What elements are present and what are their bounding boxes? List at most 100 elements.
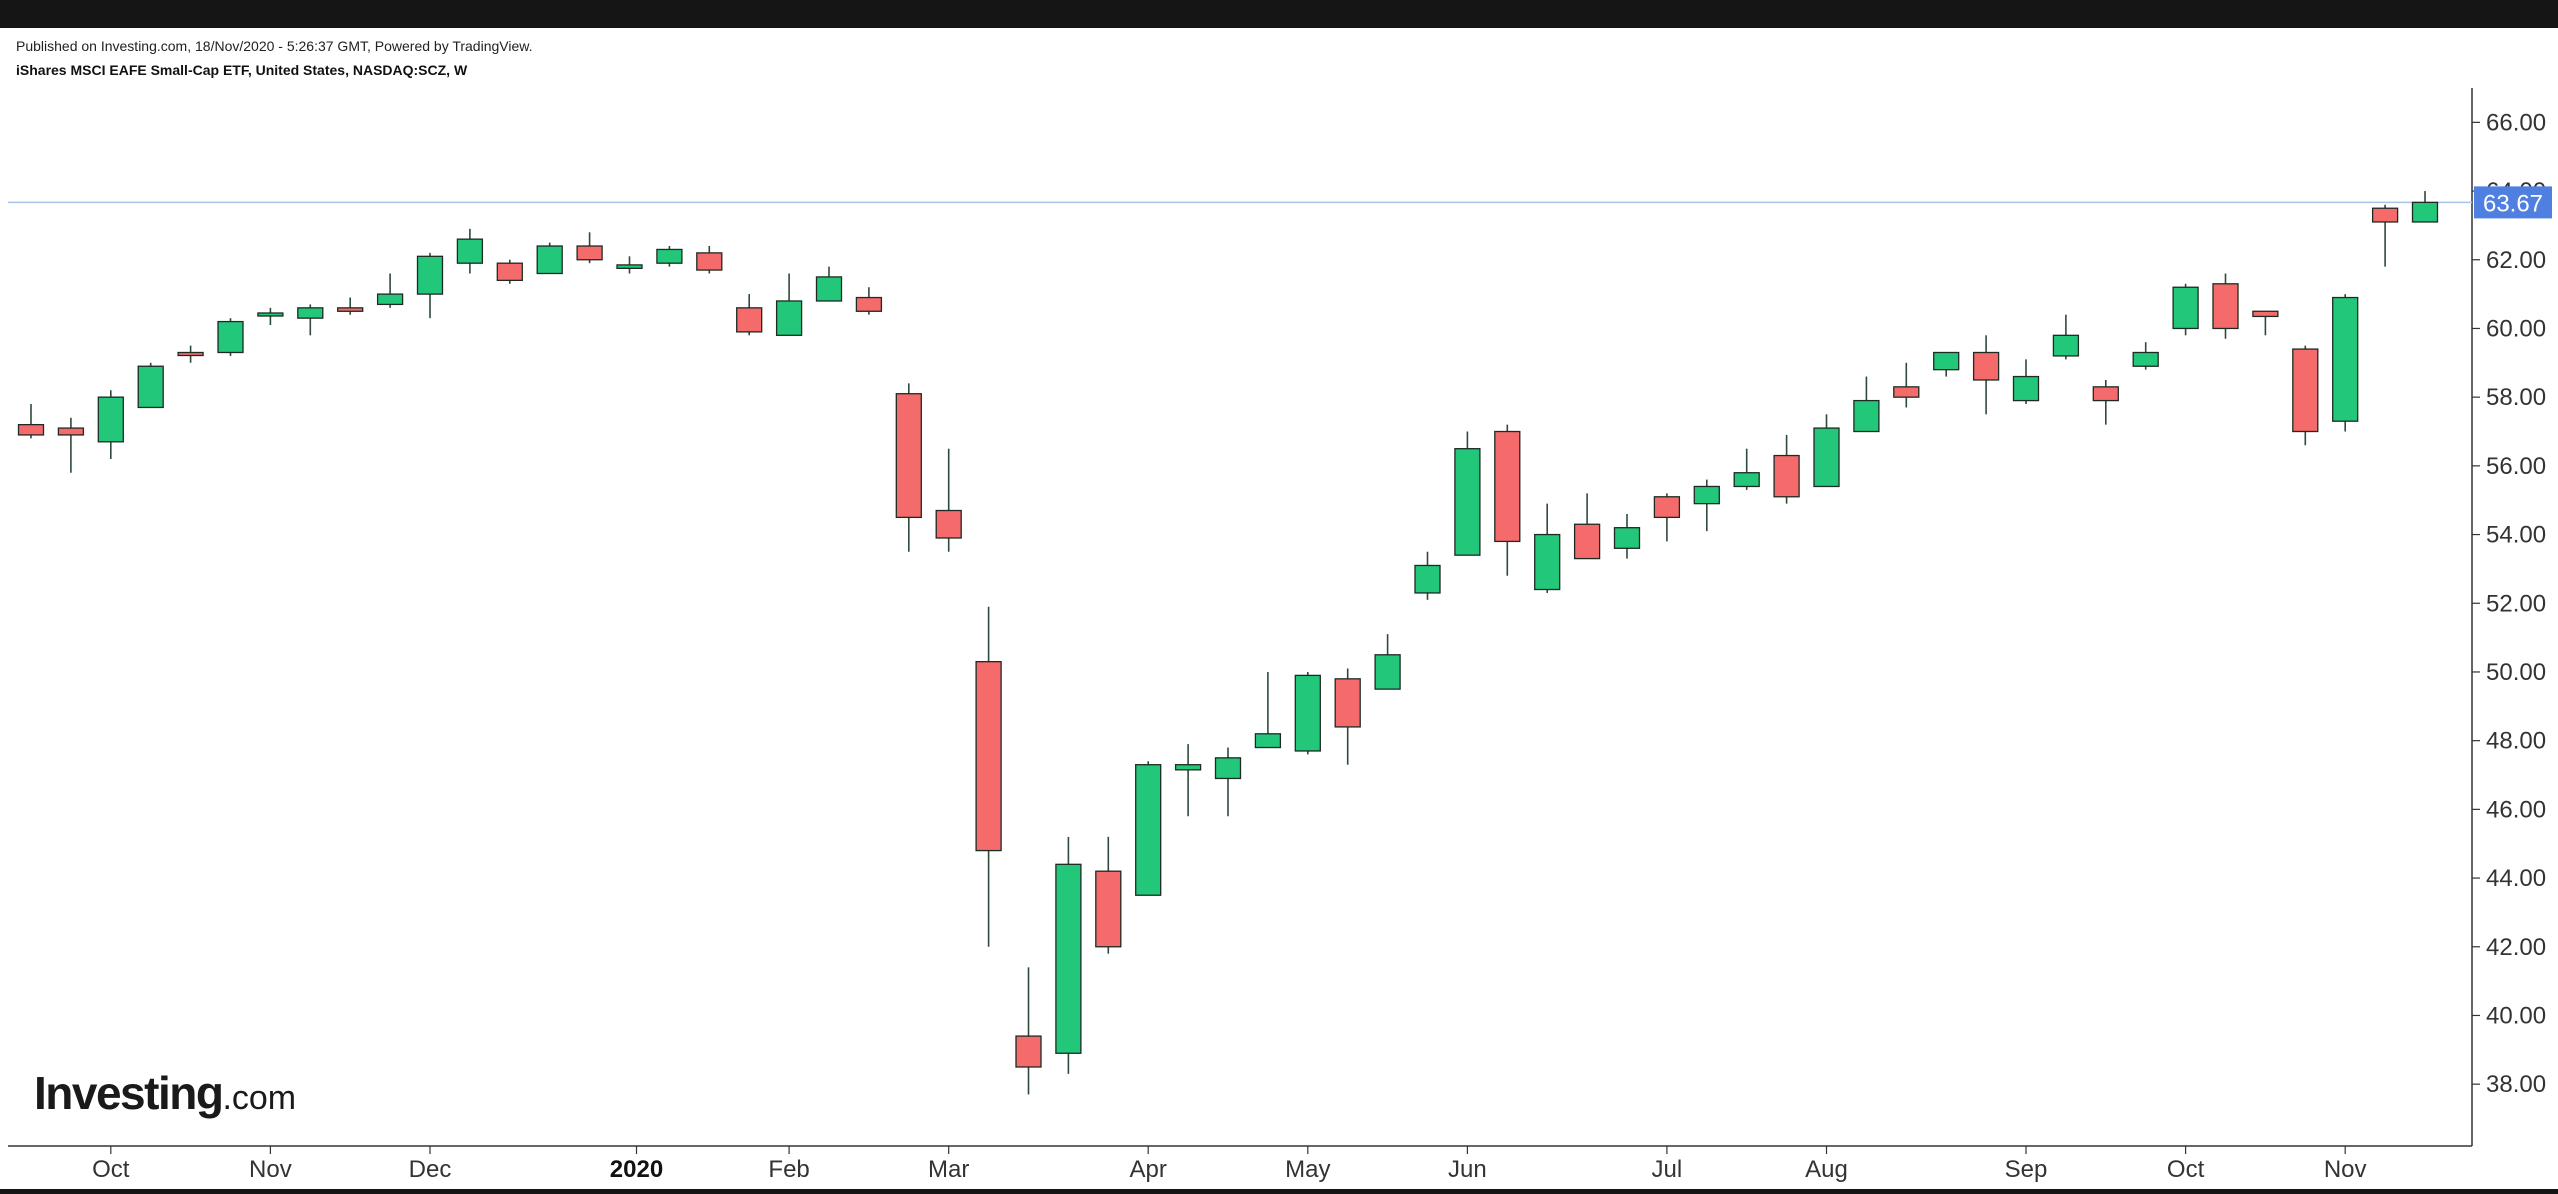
candle[interactable] [2132,342,2159,370]
candle-body [1733,472,1760,488]
candle-body [775,300,803,336]
symbol-title: iShares MSCI EAFE Small-Cap ETF, United … [16,62,468,78]
x-tick-label: Jun [1448,1156,1487,1183]
candle[interactable] [496,259,523,284]
candle[interactable] [855,287,883,315]
candle[interactable] [1494,424,1521,576]
candle[interactable] [815,266,843,302]
candle[interactable] [297,304,324,336]
candle[interactable] [2212,273,2239,339]
y-tick-label: 56.00 [2486,453,2546,480]
candle-body [2132,351,2159,367]
candle-body [1693,485,1720,505]
candle[interactable] [2332,294,2359,432]
candle[interactable] [1374,634,1401,690]
candle[interactable] [1454,431,1481,556]
candle-body [736,307,763,333]
candle[interactable] [2371,204,2399,267]
candle[interactable] [416,252,444,319]
candle[interactable] [1893,362,1920,408]
investing-logo: Investing.com [34,1066,296,1120]
candle-body [97,396,124,443]
candle-body [1254,733,1282,749]
x-tick-label: Nov [249,1156,292,1183]
candle[interactable] [1174,744,1202,817]
candle[interactable] [1693,479,1720,532]
candle[interactable] [97,390,124,459]
x-tick-label: Apr [1130,1156,1167,1183]
candle-body [1494,430,1521,543]
candle[interactable] [1933,351,1960,377]
candle[interactable] [1813,414,1840,488]
candle[interactable] [696,246,723,274]
candle[interactable] [975,606,1002,947]
candle[interactable] [895,383,922,552]
candle[interactable] [2292,345,2319,446]
candle[interactable] [1972,335,2000,415]
candle[interactable] [217,318,244,356]
y-tick-label: 46.00 [2486,796,2546,823]
x-tick-label: 2020 [610,1156,663,1183]
candle[interactable] [2411,191,2439,223]
candle[interactable] [1653,493,1681,542]
candle[interactable] [1135,761,1162,896]
candle-body [496,262,523,282]
y-tick-label: 48.00 [2486,728,2546,755]
candle[interactable] [576,232,603,264]
published-note: Published on Investing.com, 18/Nov/2020 … [16,38,533,54]
y-tick-label: 40.00 [2486,1002,2546,1029]
candle-body [2052,334,2080,357]
candle-body [1135,764,1162,896]
candle[interactable] [656,246,683,267]
candle[interactable] [2052,314,2080,360]
candle[interactable] [1095,836,1122,954]
candle[interactable] [736,294,763,336]
candle-body [935,509,962,539]
candle-body [337,307,364,312]
y-tick-label: 58.00 [2486,384,2546,411]
candle[interactable] [337,297,364,315]
candle[interactable] [2252,310,2279,336]
candle[interactable] [1573,493,1601,560]
candle[interactable] [1613,513,1641,559]
candle[interactable] [2012,359,2040,405]
candle[interactable] [57,417,85,473]
candle[interactable] [935,448,962,552]
candle[interactable] [1214,747,1242,817]
candle[interactable] [1773,434,1800,504]
candle[interactable] [1534,503,1561,593]
candle-body [1534,533,1561,591]
y-tick-label: 50.00 [2486,659,2546,686]
candle[interactable] [376,273,404,308]
candle[interactable] [1015,967,1042,1095]
candle[interactable] [456,228,484,274]
candle-body [1853,399,1880,433]
candle-body [137,365,164,409]
candle[interactable] [137,362,164,409]
candle-body [1972,351,2000,381]
last-price-label: 63.67 [2483,190,2543,217]
candle-body [1414,564,1441,594]
candle[interactable] [1334,668,1361,765]
candle[interactable] [17,404,45,439]
candle-body [1613,527,1641,549]
candle[interactable] [1733,448,1760,490]
candle[interactable] [1414,551,1441,600]
candle[interactable] [536,242,563,275]
candle-body [1055,863,1082,1054]
candle[interactable] [616,256,643,274]
candle-body [2212,283,2239,330]
candle[interactable] [775,273,803,336]
candle-body [616,264,643,269]
candle-body [1573,523,1601,560]
candle[interactable] [2092,379,2119,425]
candle[interactable] [1294,671,1321,755]
candle[interactable] [177,345,204,363]
candle[interactable] [257,307,284,326]
y-tick-label: 52.00 [2486,590,2546,617]
candle[interactable] [1055,836,1082,1074]
candle[interactable] [2172,283,2199,336]
candle[interactable] [1853,376,1880,433]
candle[interactable] [1254,671,1282,749]
